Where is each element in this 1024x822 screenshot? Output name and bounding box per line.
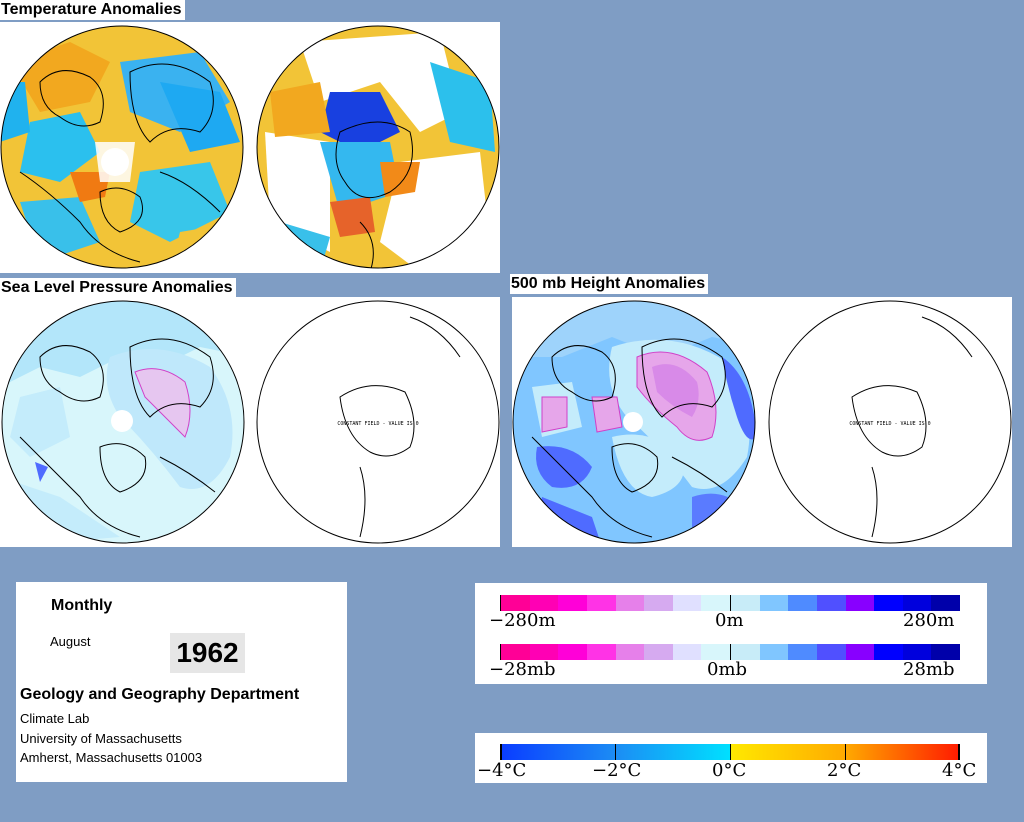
colorbar-swatch xyxy=(816,644,846,660)
year-label: 1962 xyxy=(170,633,245,673)
height-tick-min: −280m xyxy=(489,610,556,631)
pressure-tick-max: 28mb xyxy=(903,659,955,680)
temp-tick-zero: 0°C xyxy=(712,760,747,781)
colorbar-swatch xyxy=(500,644,530,660)
height-map-north xyxy=(513,301,755,543)
colorbar-swatch xyxy=(500,595,530,611)
address-label: Amherst, Massachusetts 01003 xyxy=(20,750,203,765)
colorbar-swatch xyxy=(701,595,730,611)
period-label: Monthly xyxy=(51,597,113,614)
pressure-constant-text: CONSTANT FIELD - VALUE IS 0 xyxy=(337,421,418,427)
colorbar-swatch xyxy=(902,595,932,611)
height-colorbar xyxy=(500,595,960,611)
colorbar-swatch xyxy=(586,644,616,660)
height-map-south xyxy=(768,300,1012,544)
height-tick-max: 280m xyxy=(903,610,955,631)
colorbar-swatch xyxy=(931,595,960,611)
pressure-colorbar xyxy=(500,644,960,660)
colorbar-swatch xyxy=(529,644,559,660)
colorbar-swatch xyxy=(615,644,645,660)
colorbar-swatch xyxy=(816,595,846,611)
colorbar-swatch xyxy=(874,595,903,611)
colorbar-swatch xyxy=(845,595,875,611)
info-box: Monthly August 1962 Geology and Geograph… xyxy=(16,582,347,782)
month-label: August xyxy=(50,634,91,649)
colorbar-swatch xyxy=(644,595,673,611)
temperature-colorbar xyxy=(500,744,960,760)
colorbar-swatch xyxy=(788,644,817,660)
pressure-panel: CONSTANT FIELD - VALUE IS 0 xyxy=(0,297,500,547)
height-constant-text: CONSTANT FIELD - VALUE IS 0 xyxy=(849,421,930,427)
temp-tick-pos2: 2°C xyxy=(827,760,862,781)
temp-tick-pos4: 4°C xyxy=(942,760,977,781)
temperature-panel xyxy=(0,22,500,273)
temperature-legend: −4°C −2°C 0°C 2°C 4°C xyxy=(475,733,987,783)
university-label: University of Massachusetts xyxy=(20,731,182,746)
temperature-map-south xyxy=(257,26,499,268)
colorbar-swatch xyxy=(788,595,817,611)
temp-tick-neg2: −2°C xyxy=(592,760,642,781)
department-label: Geology and Geography Department xyxy=(20,686,300,703)
temp-tick-neg4: −4°C xyxy=(477,760,527,781)
pressure-title: Sea Level Pressure Anomalies xyxy=(0,278,236,298)
height-pressure-legend: −280m 0m 280m −28mb 0mb 28mb xyxy=(475,583,987,684)
temperature-map-north xyxy=(1,26,243,268)
height-panel: CONSTANT FIELD - VALUE IS 0 xyxy=(512,297,1012,547)
colorbar-swatch xyxy=(730,644,760,660)
pressure-tick-min: −28mb xyxy=(489,659,556,680)
colorbar-swatch xyxy=(931,644,960,660)
colorbar-swatch xyxy=(672,644,702,660)
colorbar-swatch xyxy=(558,595,587,611)
lab-label: Climate Lab xyxy=(20,711,90,726)
colorbar-swatch xyxy=(759,595,789,611)
height-tick-zero: 0m xyxy=(715,610,744,631)
temperature-title: Temperature Anomalies xyxy=(0,0,185,20)
colorbar-swatch xyxy=(558,644,587,660)
colorbar-swatch xyxy=(845,644,875,660)
colorbar-swatch xyxy=(644,644,673,660)
colorbar-swatch xyxy=(902,644,932,660)
pressure-map-north xyxy=(2,301,244,543)
colorbar-swatch xyxy=(874,644,903,660)
colorbar-swatch xyxy=(529,595,559,611)
colorbar-swatch xyxy=(672,595,702,611)
colorbar-swatch xyxy=(759,644,789,660)
pressure-map-south xyxy=(256,300,500,544)
colorbar-swatch xyxy=(586,595,616,611)
pressure-tick-zero: 0mb xyxy=(707,659,748,680)
height-title: 500 mb Height Anomalies xyxy=(510,274,709,294)
colorbar-swatch xyxy=(615,595,645,611)
colorbar-swatch xyxy=(730,595,760,611)
colorbar-swatch xyxy=(701,644,730,660)
